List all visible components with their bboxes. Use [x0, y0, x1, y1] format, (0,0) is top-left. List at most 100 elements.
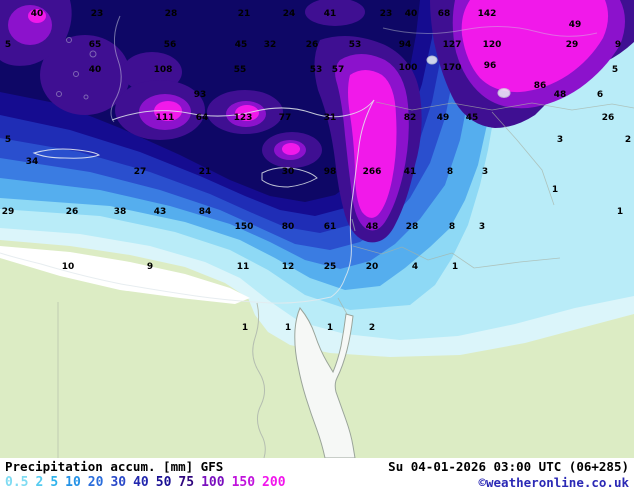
precip-value: 5	[611, 65, 619, 75]
legend-step-2: 2	[35, 474, 44, 490]
precip-value: 28	[164, 9, 178, 19]
precip-value: 4	[411, 262, 419, 272]
precip-value: 26	[601, 113, 615, 123]
precip-value: 9	[614, 40, 622, 50]
dead-sea	[351, 218, 356, 232]
precip-value: 3	[481, 167, 489, 177]
legend-step-200: 200	[262, 474, 286, 490]
precip-value: 123	[233, 113, 253, 123]
precip-value: 77	[278, 113, 292, 123]
precip-value: 21	[198, 167, 212, 177]
precip-value: 8	[446, 167, 454, 177]
precip-value: 45	[234, 40, 248, 50]
copyright-link[interactable]: ©weatheronline.co.uk	[478, 474, 629, 490]
coastlines	[0, 15, 598, 304]
levant-egypt-coast	[0, 99, 375, 304]
precip-value: 11	[236, 262, 250, 272]
precip-value: 23	[379, 9, 393, 19]
precip-value: 142	[477, 9, 497, 19]
precip-value: 5	[4, 135, 12, 145]
precip-value: 9	[146, 262, 154, 272]
legend-scale: 0.5 2 5 10 20 30 40 50 75 100 150 200	[5, 475, 293, 490]
aegean-island	[89, 50, 97, 58]
precip-value: 45	[465, 113, 479, 123]
footer-bar: Precipitation accum. [mm] GFS Su 04-01-2…	[0, 458, 634, 490]
precip-contours	[0, 0, 634, 357]
precip-value: 41	[323, 9, 337, 19]
precip-value: 21	[237, 9, 251, 19]
precip-value: 8	[448, 222, 456, 232]
aegean-island	[56, 91, 62, 97]
precip-value: 40	[30, 9, 44, 19]
legend-step-10: 10	[65, 474, 81, 490]
precip-value: 55	[233, 65, 247, 75]
precip-value: 56	[163, 40, 177, 50]
legend-step-20: 20	[87, 474, 104, 490]
legend-step-50: 50	[155, 474, 172, 490]
precip-value: 100	[398, 63, 418, 73]
precip-value: 20	[365, 262, 379, 272]
precip-value: 57	[331, 65, 345, 75]
precip-value: 26	[305, 40, 319, 50]
precip-value: 111	[155, 113, 175, 123]
precip-value: 150	[234, 222, 254, 232]
nile-river	[252, 302, 266, 458]
precip-value: 84	[198, 207, 212, 217]
lake	[497, 88, 511, 98]
precip-value: 24	[282, 9, 296, 19]
precip-value: 64	[195, 113, 209, 123]
precip-value: 68	[437, 9, 451, 19]
footer-row-1: Precipitation accum. [mm] GFS Su 04-01-2…	[0, 458, 634, 474]
precip-value: 28	[405, 222, 419, 232]
red-sea	[294, 307, 356, 458]
precip-value: 65	[88, 40, 102, 50]
dry-sea-area	[0, 246, 250, 304]
precip-value: 34	[25, 157, 39, 167]
precip-values-layer: 40 23 28 21 24 41 23 40 68 142 49 5 65 56 45 32 26 53 94 12…	[1, 9, 632, 333]
precip-value: 94	[398, 40, 412, 50]
aegean-island	[83, 94, 89, 100]
precip-value: 93	[193, 90, 207, 100]
aegean-coast	[110, 15, 122, 123]
precip-value: 2	[624, 135, 632, 145]
precip-value: 23	[90, 9, 104, 19]
legend-step-100: 100	[201, 474, 225, 490]
precip-value: 48	[553, 90, 567, 100]
aegean-island	[66, 37, 72, 43]
precip-value: 82	[403, 113, 417, 123]
precip-value: 127	[442, 40, 462, 50]
precip-value: 26	[65, 207, 79, 217]
precip-value: 98	[323, 167, 337, 177]
precip-value: 40	[404, 9, 418, 19]
precip-value: 29	[1, 207, 15, 217]
precip-value: 25	[323, 262, 337, 272]
precip-value: 61	[323, 222, 337, 232]
map-title: Precipitation accum. [mm] GFS	[5, 458, 224, 474]
precip-value: 49	[568, 20, 582, 30]
precip-value: 43	[153, 207, 167, 217]
precip-value: 31	[323, 113, 337, 123]
precip-value: 27	[133, 167, 147, 177]
precip-value: 120	[482, 40, 502, 50]
lake	[426, 55, 438, 65]
precip-value: 29	[565, 40, 579, 50]
precip-value: 3	[556, 135, 564, 145]
precip-value: 2	[368, 323, 376, 333]
precip-value: 53	[309, 65, 323, 75]
timestamp: Su 04-01-2026 03:00 UTC (06+285)	[388, 458, 629, 474]
legend-step-40: 40	[133, 474, 149, 490]
precipitation-map: 40 23 28 21 24 41 23 40 68 142 49 5 65 56 45 32 26 53 94 12…	[0, 0, 634, 458]
precip-value: 12	[281, 262, 295, 272]
precip-value: 1	[284, 323, 292, 333]
legend-step-30: 30	[110, 474, 127, 490]
legend-step-75: 75	[178, 474, 195, 490]
precip-value: 48	[365, 222, 379, 232]
precip-value: 10	[61, 262, 75, 272]
turkey-coast	[111, 99, 375, 121]
precip-value: 32	[263, 40, 277, 50]
precip-value: 86	[533, 81, 547, 91]
precip-value: 1	[451, 262, 459, 272]
precip-value: 1	[241, 323, 249, 333]
precip-value: 38	[113, 207, 127, 217]
